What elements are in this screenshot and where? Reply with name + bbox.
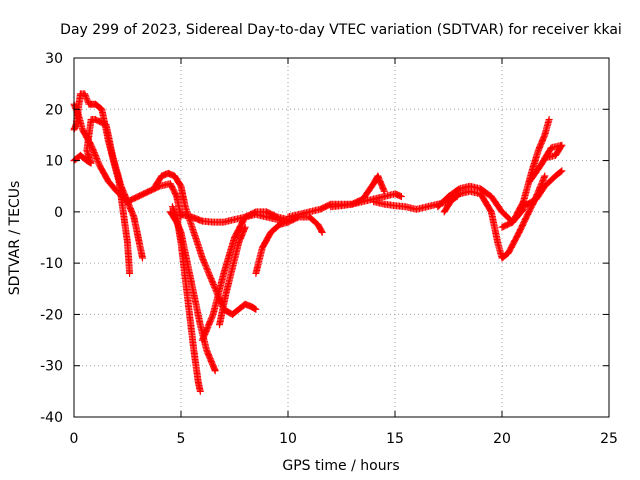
x-tick-label: 5 [177,431,186,447]
series-arc-16 [498,115,553,231]
series-arc-18 [526,141,566,185]
series-arc-15 [440,172,549,262]
series-arc-8 [177,210,292,226]
x-tick-label: 0 [70,431,79,447]
series-markers [526,141,566,185]
series-arc-14 [434,182,527,226]
y-tick-label: -10 [40,256,63,272]
series-trace [287,175,385,218]
y-tick-label: 30 [45,51,63,67]
y-tick-label: 20 [45,102,63,118]
series-arc-17 [519,167,566,211]
series-markers [519,167,566,211]
series-markers [327,190,405,211]
series-markers [252,213,326,277]
y-tick-label: -20 [40,307,63,323]
x-tick-label: 15 [386,431,404,447]
y-axis-title: SDTVAR / TECUs [7,181,23,296]
y-tick-label: 0 [54,205,63,221]
series-markers [440,172,549,262]
x-tick-label: 20 [493,431,511,447]
series-arc-4 [151,169,260,318]
x-tick-label: 25 [600,431,618,447]
axis-ticks: 0 5 10 15 20 25 -40 -30 -20 -10 0 10 20 30 [40,51,618,447]
series-markers [215,223,249,329]
chart-title: Day 299 of 2023, Sidereal Day-to-day VTE… [60,22,622,38]
series-markers [151,169,260,318]
series-markers [177,210,292,226]
series-arc-9 [215,223,249,329]
y-tick-label: 10 [45,154,63,170]
data-series [70,90,566,395]
x-axis-title: GPS time / hours [282,458,399,474]
series-markers [498,115,553,231]
x-tick-label: 10 [279,431,297,447]
grid [74,58,609,417]
y-tick-label: -30 [40,359,63,375]
series-arc-12 [327,190,405,211]
y-tick-label: -40 [40,410,63,426]
plot-frame [73,57,610,418]
series-arc-10 [252,213,326,277]
